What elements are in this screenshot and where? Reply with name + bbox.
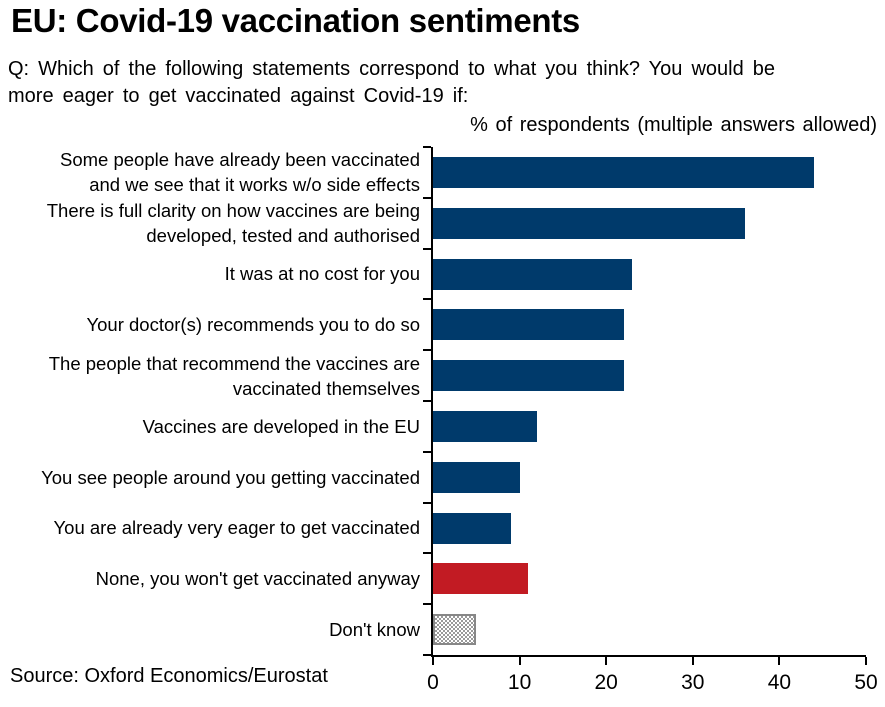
category-label: You see people around you getting vaccin…: [41, 466, 420, 488]
page-title: EU: Covid-19 vaccination sentiments: [11, 2, 580, 39]
category-label: Some people have already been vaccinated…: [60, 149, 420, 196]
y-axis-tick: [423, 400, 431, 402]
category-label: You are already very eager to get vaccin…: [53, 517, 420, 539]
axis-units-note: % of respondents (multiple answers allow…: [470, 114, 877, 136]
bar-negative: [433, 563, 529, 595]
category-label: Don't know: [329, 619, 420, 641]
x-axis-tick: [691, 657, 694, 665]
bar-primary: [433, 258, 633, 290]
y-axis-tick: [423, 196, 431, 199]
x-axis-tick: [432, 657, 434, 665]
bar-primary: [433, 360, 624, 392]
category-label: There is full clarity on how vaccines ar…: [46, 200, 420, 247]
y-axis-tick: [423, 146, 431, 148]
bar-primary: [433, 207, 745, 239]
x-axis-tick: [518, 657, 521, 665]
x-axis-tick-label: 0: [427, 671, 439, 694]
bar-primary: [433, 461, 520, 493]
x-axis-tick-label: 50: [854, 671, 878, 694]
y-axis-tick: [423, 298, 431, 301]
y-axis-tick: [423, 501, 431, 504]
y-axis-tick: [423, 603, 431, 606]
source-attribution: Source: Oxford Economics/Eurostat: [10, 665, 328, 687]
y-axis-tick: [423, 450, 431, 453]
category-label: It was at no cost for you: [224, 263, 420, 285]
category-label: The people that recommend the vaccines a…: [48, 352, 420, 399]
x-axis-tick: [865, 657, 867, 665]
plot-area: 0 10 20 30 40 50: [423, 146, 878, 694]
x-axis-tick-label: 30: [681, 671, 705, 694]
y-axis-tick: [423, 552, 431, 555]
y-axis-tick: [423, 247, 431, 250]
category-label: Vaccines are developed in the EU: [142, 415, 420, 437]
bar-dontknow: [433, 614, 477, 646]
x-axis-tick: [605, 657, 608, 665]
x-axis-tick-label: 10: [507, 671, 532, 694]
bar-primary: [433, 156, 815, 188]
bar-primary: [433, 309, 624, 341]
category-label: Your doctor(s) recommends you to do so: [86, 314, 420, 336]
bar-primary: [433, 410, 537, 442]
x-axis-tick-label: 20: [594, 671, 618, 694]
y-axis-tick: [423, 349, 431, 352]
bar-primary: [433, 512, 511, 544]
survey-question: Q: Which of the following statements cor…: [8, 58, 776, 107]
x-axis-tick-label: 40: [767, 671, 792, 694]
category-label: None, you won't get vaccinated anyway: [95, 568, 420, 590]
y-axis-tick: [423, 654, 431, 656]
category-labels-column: Some people have already been vaccinated…: [0, 147, 420, 655]
x-axis-tick: [778, 657, 781, 665]
